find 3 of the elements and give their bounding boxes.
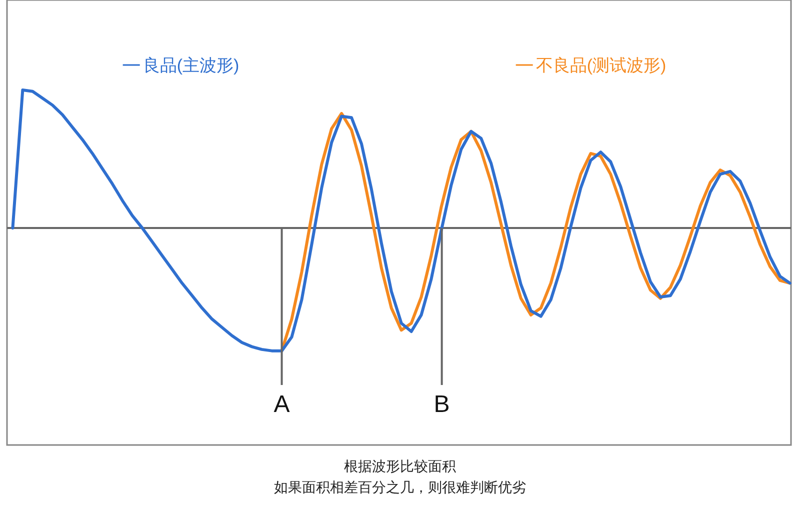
text: 如果面积相差百分之几，则很难判断优劣 [274, 479, 526, 495]
text: 根据波形比较面积 [344, 458, 456, 474]
legend-label: 良品(主波形) [142, 56, 240, 75]
